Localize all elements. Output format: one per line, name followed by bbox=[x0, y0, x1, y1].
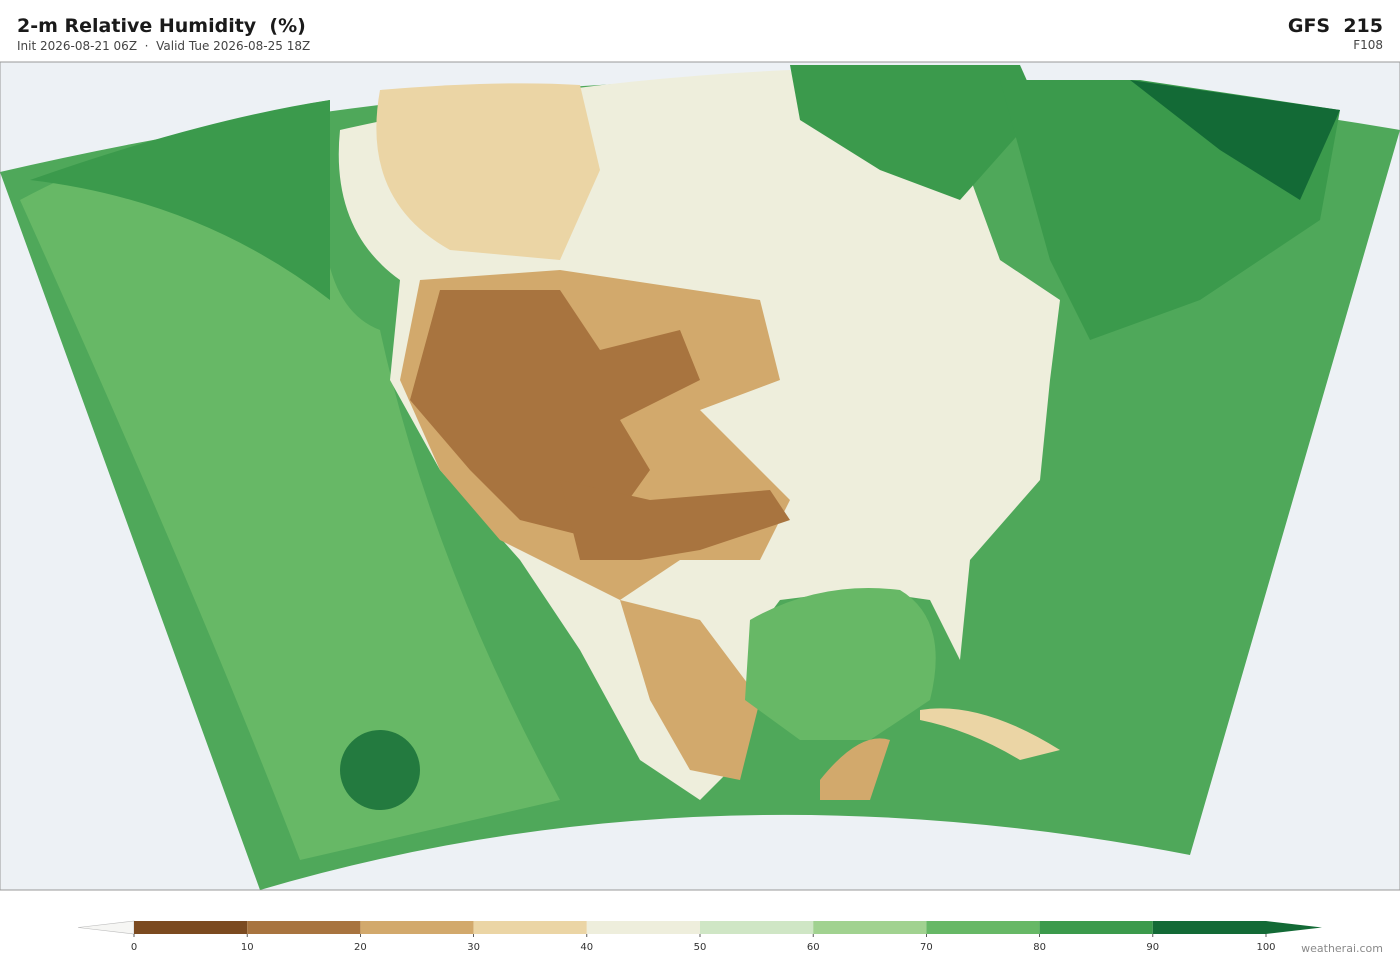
forecast-hour: F108 bbox=[1353, 38, 1383, 52]
ocean-field bbox=[20, 100, 560, 860]
island bbox=[920, 708, 1060, 760]
dry-region bbox=[376, 83, 600, 260]
colorbar-segment bbox=[813, 921, 927, 934]
colorbar-over bbox=[1266, 921, 1322, 934]
colorbar-segment bbox=[926, 921, 1040, 934]
map-subtitle: Init 2026-08-21 06Z · Valid Tue 2026-08-… bbox=[17, 39, 311, 53]
humid-region bbox=[790, 65, 1040, 200]
dry-region bbox=[620, 600, 760, 780]
colorbar-tick-label: 80 bbox=[1033, 942, 1046, 953]
colorbar-tick-label: 0 bbox=[131, 942, 137, 953]
very-humid-region bbox=[1130, 80, 1340, 200]
colorbar-tick-label: 70 bbox=[920, 942, 933, 953]
colorbar-tick-label: 20 bbox=[354, 942, 367, 953]
gulf-field bbox=[745, 588, 936, 740]
colorbar-tick-label: 90 bbox=[1146, 942, 1159, 953]
colorbar-tick-label: 30 bbox=[467, 942, 480, 953]
colorbar-segment bbox=[700, 921, 814, 934]
yucatan bbox=[820, 738, 890, 800]
colorbar-segment bbox=[247, 921, 361, 934]
humid-region bbox=[340, 730, 420, 810]
humid-region bbox=[30, 100, 330, 300]
colorbar-segment bbox=[360, 921, 474, 934]
colorbar-segment bbox=[586, 921, 700, 934]
colorbar-tick-label: 60 bbox=[807, 942, 820, 953]
colorbar-tick-label: 40 bbox=[580, 942, 593, 953]
colorbar-segment bbox=[473, 921, 587, 934]
colorbar-segment bbox=[134, 921, 248, 934]
colorbar-tick-label: 50 bbox=[694, 942, 707, 953]
colorbar-tick-label: 10 bbox=[241, 942, 254, 953]
very-dry-region bbox=[560, 480, 790, 560]
colorbar-tick-label: 100 bbox=[1256, 942, 1275, 953]
colorbar-segment bbox=[1039, 921, 1153, 934]
colorbar-under bbox=[77, 920, 135, 935]
model-name: GFS 215 bbox=[1287, 15, 1383, 37]
credit: weatherai.com bbox=[1301, 942, 1383, 955]
map-title: 2-m Relative Humidity (%) bbox=[17, 15, 306, 37]
very-dry-region bbox=[410, 290, 700, 540]
colorbar-segment bbox=[1152, 921, 1266, 934]
